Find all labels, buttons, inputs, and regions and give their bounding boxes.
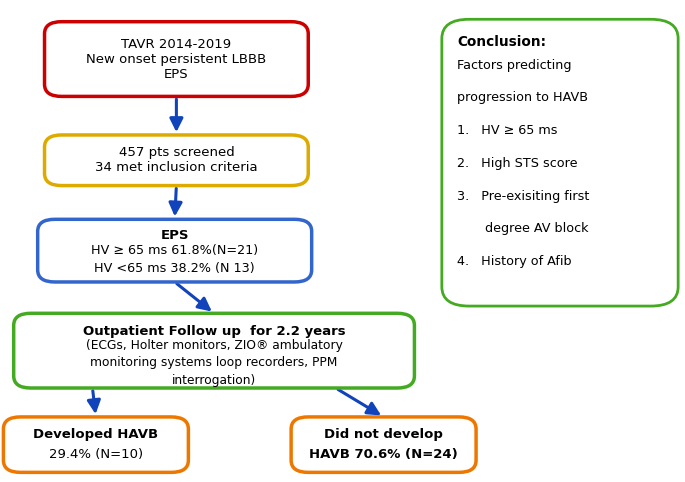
- Text: 457 pts screened
34 met inclusion criteria: 457 pts screened 34 met inclusion criter…: [95, 146, 258, 174]
- Text: Outpatient Follow up  for 2.2 years: Outpatient Follow up for 2.2 years: [83, 325, 345, 338]
- Text: HAVB 70.6% (N=24): HAVB 70.6% (N=24): [309, 448, 458, 461]
- Text: progression to HAVB: progression to HAVB: [457, 92, 588, 104]
- Text: HV ≥ 65 ms 61.8%(N=21)
HV <65 ms 38.2% (N 13): HV ≥ 65 ms 61.8%(N=21) HV <65 ms 38.2% (…: [91, 244, 258, 275]
- Text: 29.4% (N=10): 29.4% (N=10): [49, 448, 143, 461]
- Text: degree AV block: degree AV block: [457, 223, 588, 235]
- FancyBboxPatch shape: [14, 313, 414, 388]
- FancyBboxPatch shape: [38, 219, 312, 282]
- Text: TAVR 2014-2019
New onset persistent LBBB
EPS: TAVR 2014-2019 New onset persistent LBBB…: [86, 38, 266, 80]
- FancyBboxPatch shape: [3, 417, 188, 472]
- Text: (ECGs, Holter monitors, ZIO® ambulatory
monitoring systems loop recorders, PPM
i: (ECGs, Holter monitors, ZIO® ambulatory …: [86, 339, 342, 387]
- Text: Did not develop: Did not develop: [324, 428, 443, 441]
- FancyBboxPatch shape: [45, 135, 308, 186]
- Text: Conclusion:: Conclusion:: [457, 35, 546, 50]
- FancyBboxPatch shape: [442, 19, 678, 306]
- Text: 3.   Pre-exisiting first: 3. Pre-exisiting first: [457, 190, 589, 202]
- FancyBboxPatch shape: [291, 417, 476, 472]
- Text: 4.   History of Afib: 4. History of Afib: [457, 255, 571, 268]
- Text: Factors predicting: Factors predicting: [457, 59, 571, 71]
- FancyBboxPatch shape: [45, 22, 308, 96]
- Text: Developed HAVB: Developed HAVB: [34, 428, 158, 441]
- Text: 1.   HV ≥ 65 ms: 1. HV ≥ 65 ms: [457, 124, 558, 137]
- Text: EPS: EPS: [160, 229, 189, 241]
- Text: 2.   High STS score: 2. High STS score: [457, 157, 577, 170]
